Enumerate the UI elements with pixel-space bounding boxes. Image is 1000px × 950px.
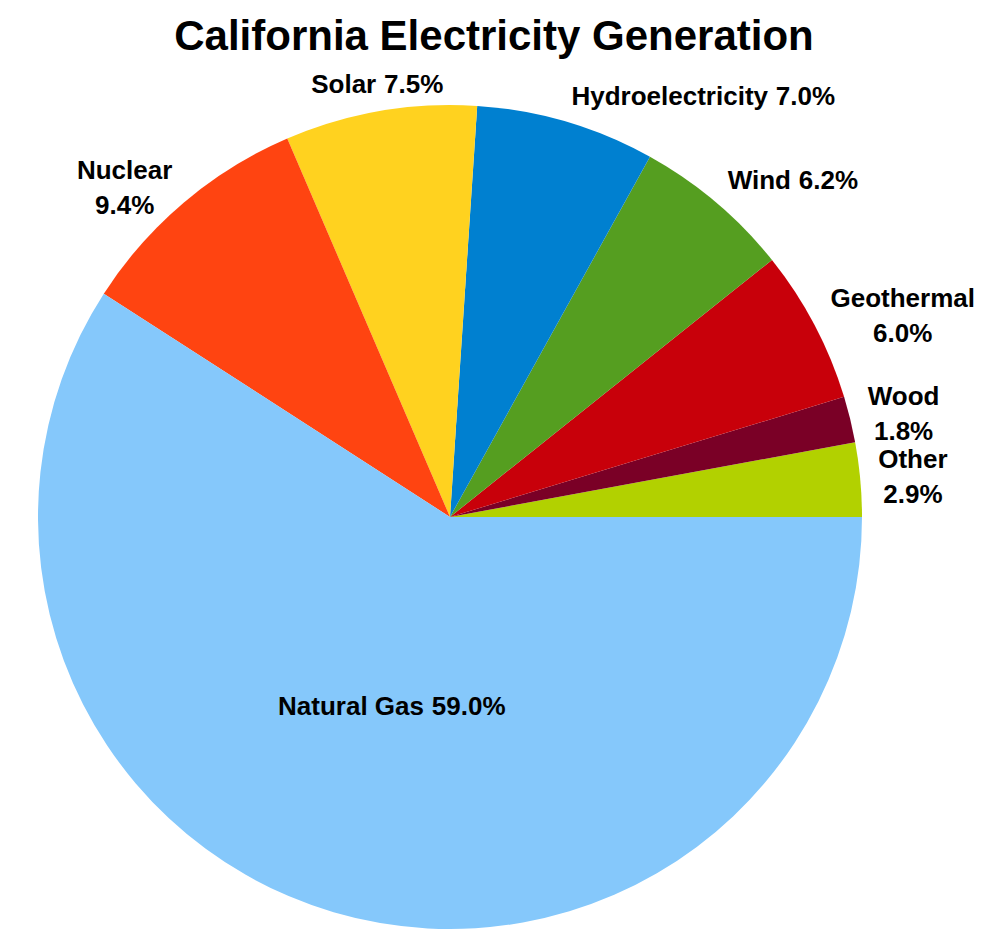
slice-label: Solar 7.5%: [311, 69, 443, 99]
label-name: Solar: [311, 69, 376, 99]
pie-slice: [38, 294, 862, 929]
chart: California Electricity Generation Other 2.…: [0, 0, 1000, 950]
slice-label: Natural Gas 59.0%: [278, 691, 505, 721]
label-value: 6.0%: [873, 318, 932, 348]
labels: Other 2.9% Wood 1.8% Geothermal 6.0% Wind 6.2% H…: [77, 69, 975, 720]
label-value: 59.0%: [432, 691, 506, 721]
label-value: 2.9%: [883, 479, 942, 509]
label-name: Nuclear: [77, 155, 172, 185]
slice-label: Wind 6.2%: [728, 165, 858, 195]
label-name: Geothermal: [830, 283, 975, 313]
label-value: 1.8%: [874, 416, 933, 446]
pie-slice: [450, 106, 650, 517]
label-name: Wood: [868, 381, 940, 411]
label-name: Other: [878, 444, 947, 474]
label-name: Natural Gas: [278, 691, 424, 721]
label-value: 6.2%: [799, 165, 858, 195]
chart-title: California Electricity Generation: [174, 12, 814, 59]
label-name: Wind: [728, 165, 791, 195]
slices: [38, 105, 862, 929]
label-name: Hydroelectricity: [571, 81, 768, 111]
label-value: 7.5%: [384, 69, 443, 99]
label-value: 7.0%: [776, 81, 835, 111]
label-value: 9.4%: [95, 190, 154, 220]
slice-label: Hydroelectricity 7.0%: [571, 81, 835, 111]
